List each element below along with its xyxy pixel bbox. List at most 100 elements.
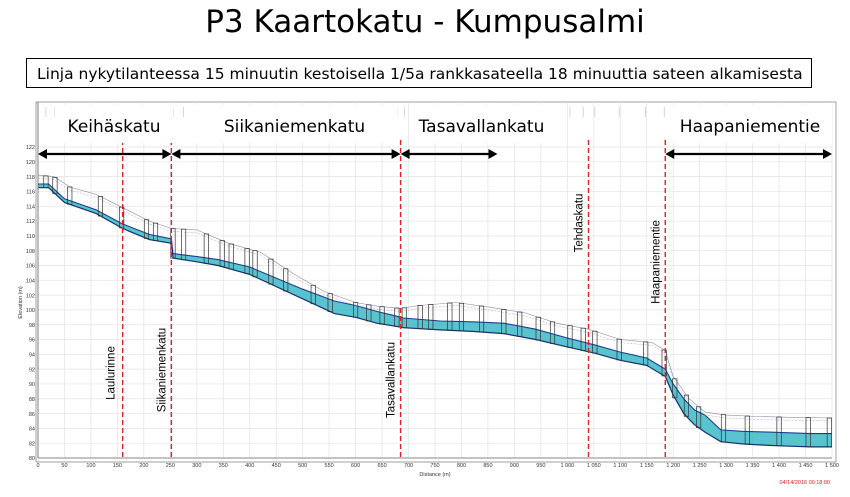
pipe-invert-line — [38, 187, 832, 448]
y-tick-label: 82 — [29, 441, 35, 447]
manhole — [417, 305, 423, 330]
y-tick-label: 86 — [29, 412, 35, 418]
manhole — [394, 307, 400, 327]
x-tick-label: 800 — [457, 463, 466, 469]
manhole — [447, 302, 453, 331]
section-arrow-head-right — [391, 149, 401, 159]
x-tick-label: 550 — [325, 463, 334, 469]
manhole — [643, 341, 649, 366]
x-tick-label: 500 — [298, 463, 307, 469]
street-section-label: Haapaniementie — [680, 117, 820, 137]
x-tick-label: 1 000 — [560, 463, 574, 469]
crossing-label: Laulurinne — [106, 346, 118, 400]
manhole — [672, 378, 678, 399]
manhole — [268, 258, 274, 285]
manhole — [283, 268, 289, 292]
y-tick-label: 120 — [26, 160, 35, 166]
section-arrow-head-right — [488, 149, 498, 159]
manhole — [252, 250, 258, 278]
crossing-label: Tasavallankatu — [386, 342, 398, 418]
street-section-label: Keihäskatu — [68, 117, 161, 137]
x-tick-label: 200 — [139, 463, 148, 469]
timestamp: 04/14/2016 00:18:00 — [780, 480, 830, 486]
manhole — [720, 414, 727, 443]
y-tick-label: 116 — [26, 190, 35, 196]
manhole — [661, 349, 667, 377]
manhole — [219, 240, 225, 268]
street-section-label-bg — [410, 105, 553, 143]
manhole — [616, 338, 622, 361]
manhole — [744, 415, 750, 445]
crossing-label: Haapaniementie — [650, 220, 662, 304]
x-tick-label: 700 — [404, 463, 413, 469]
street-section-label-bg — [55, 105, 173, 143]
manhole — [826, 417, 832, 448]
y-tick-label: 80 — [29, 456, 35, 462]
y-tick-label: 118 — [26, 175, 35, 181]
annotation-layer: Laulurinne Siikaniemenkatu Tasavallankatu T… — [38, 105, 832, 458]
y-tick-label: 100 — [26, 308, 35, 314]
section-arrow-head-right — [162, 149, 172, 159]
manhole — [458, 302, 465, 332]
manhole — [379, 306, 385, 325]
y-axis-title: Elevation (m) — [18, 286, 24, 319]
x-tick-label: 600 — [351, 463, 360, 469]
manhole — [67, 186, 73, 205]
manhole — [170, 228, 176, 259]
x-tick-label: 850 — [483, 463, 492, 469]
y-tick-label: 92 — [29, 367, 35, 373]
manhole — [181, 228, 187, 261]
crossing-label: Tehdaskatu — [574, 194, 586, 253]
x-tick-label: 250 — [166, 463, 175, 469]
manhole — [119, 206, 125, 229]
manhole — [535, 316, 541, 341]
section-arrow-head-left — [171, 149, 181, 159]
y-tick-label: 114 — [26, 204, 35, 210]
axes: 80 82 84 86 88 90 92 94 96 98 100 102 104 106 108 110 11… — [18, 102, 839, 486]
manhole — [501, 309, 507, 334]
y-tick-label: 102 — [26, 293, 35, 299]
y-tick-label: 110 — [26, 234, 35, 240]
manhole — [244, 248, 250, 274]
y-tick-label: 96 — [29, 338, 35, 344]
y-tick-label: 108 — [26, 249, 35, 255]
x-tick-label: 900 — [510, 463, 519, 469]
section-arrow-head-right — [823, 149, 832, 159]
y-tick-label: 106 — [26, 264, 35, 270]
manhole — [549, 321, 556, 344]
x-tick-label: 300 — [192, 463, 201, 469]
scenario-description: Linja nykytilanteessa 15 minuutin kestoi… — [37, 65, 803, 83]
series-layer — [37, 174, 833, 448]
x-tick-label: 650 — [377, 463, 386, 469]
y-tick-label: 90 — [29, 382, 35, 388]
x-tick-label: 1 500 — [825, 463, 839, 469]
manhole — [310, 284, 316, 305]
x-tick-label: 150 — [113, 463, 122, 469]
manhole — [805, 417, 811, 448]
street-section-label-bg — [192, 105, 397, 143]
y-tick-label: 112 — [26, 219, 35, 225]
hydraulic-grade-line — [37, 177, 833, 422]
water-level-line — [38, 183, 832, 435]
x-tick-label: 1 200 — [666, 463, 680, 469]
x-axis-title: Distance (m) — [419, 472, 450, 478]
street-section-label: Siikaniemenkatu — [224, 117, 365, 137]
y-tick-label: 88 — [29, 397, 35, 403]
manhole — [327, 293, 333, 312]
manhole — [366, 304, 372, 322]
y-tick-label: 122 — [26, 145, 35, 151]
profile-chart: Laulurinne Siikaniemenkatu Tasavallankatu T… — [18, 101, 839, 486]
x-tick-label: 350 — [219, 463, 228, 469]
x-tick-label: 1 350 — [746, 463, 760, 469]
x-tick-label: 1 250 — [693, 463, 707, 469]
x-tick-label: 400 — [245, 463, 254, 469]
x-tick-label: 50 — [61, 463, 67, 469]
manhole — [203, 233, 209, 264]
x-tick-label: 950 — [536, 463, 545, 469]
manhole — [567, 325, 573, 348]
y-tick-label: 98 — [29, 323, 35, 329]
x-tick-label: 1 450 — [799, 463, 813, 469]
manhole — [428, 304, 434, 330]
x-tick-label: 0 — [36, 463, 39, 469]
x-tick-label: 750 — [430, 463, 439, 469]
